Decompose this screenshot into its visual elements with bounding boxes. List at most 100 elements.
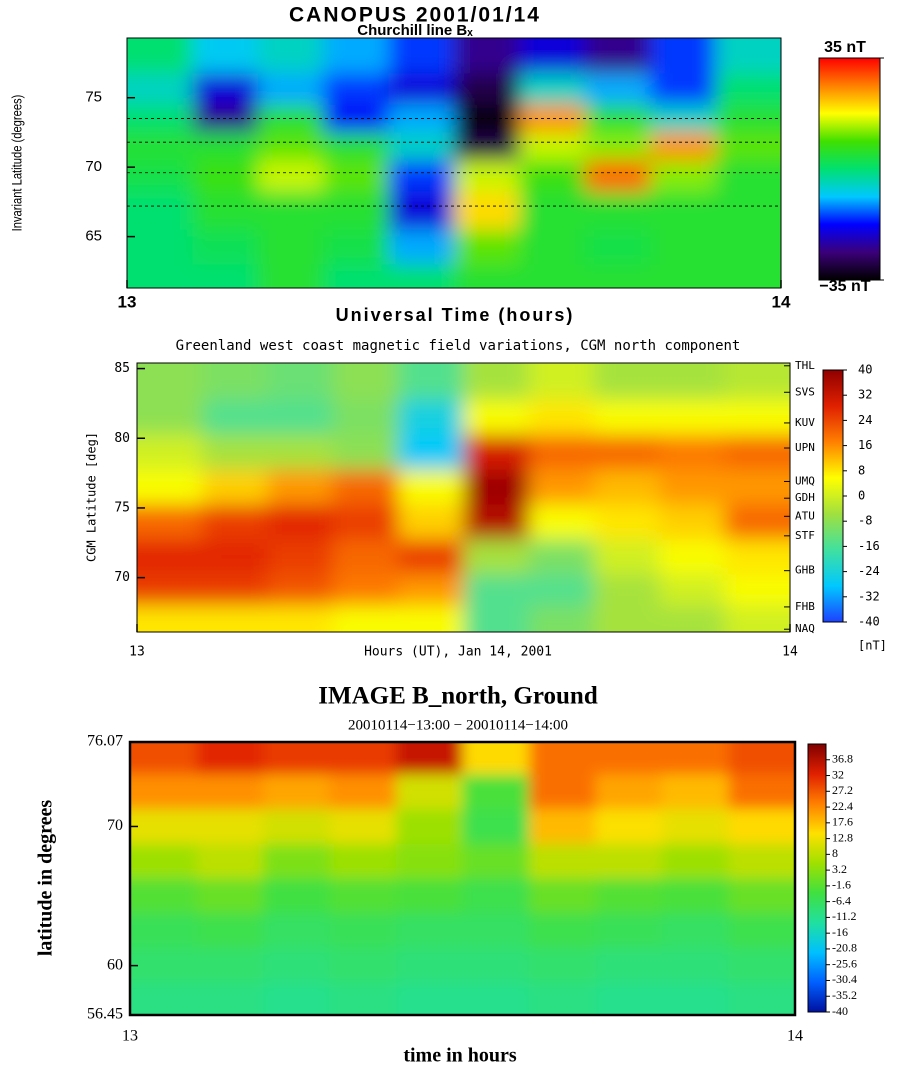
heatmap-cell — [463, 469, 530, 505]
colorbar-tick-label: -40 — [858, 615, 880, 629]
heatmap-cell — [323, 132, 390, 161]
colorbar — [822, 369, 844, 623]
heatmap-cell — [263, 982, 330, 1015]
y2-tick-label: STF — [795, 529, 815, 542]
colorbar-tick-label: −35 nT — [819, 278, 870, 295]
heatmap-cell — [454, 160, 520, 192]
heatmap-clip — [127, 38, 781, 288]
heatmap-cell — [650, 191, 717, 231]
y-tick-label: 75 — [85, 89, 102, 106]
heatmap-cell — [463, 399, 530, 436]
heatmap-cell — [662, 982, 729, 1015]
heatmap-cell — [388, 191, 455, 231]
heatmap-cell — [130, 982, 197, 1015]
heatmap-cell — [329, 809, 397, 845]
heatmap-cell — [388, 38, 455, 74]
panel: IMAGE B_north, Ground 20010114−13:00 − 20… — [35, 683, 857, 1067]
heatmap-cell — [659, 399, 726, 436]
y2-tick-label: SVS — [795, 385, 815, 398]
y2-tick-label: GHB — [795, 564, 815, 577]
heatmap-cell — [595, 948, 663, 984]
y-tick-label: 56.45 — [87, 1006, 123, 1023]
heatmap-cell — [595, 774, 663, 810]
heatmap-cell — [388, 73, 455, 106]
heatmap-cell — [263, 742, 330, 775]
heatmap-cell — [257, 160, 324, 192]
colorbar-tick-label: 3.2 — [832, 862, 847, 876]
heatmap-cell — [263, 878, 330, 914]
heatmap-cell — [728, 913, 795, 949]
heatmap-cell — [267, 363, 334, 401]
heatmap-cell — [388, 160, 455, 192]
heatmap-cell — [137, 469, 203, 505]
heatmap-cell — [127, 229, 193, 265]
heatmap-cell — [332, 539, 399, 575]
x-tick-label: 13 — [122, 1028, 138, 1045]
heatmap-cell — [724, 504, 790, 540]
y2-tick-label: ATU — [795, 509, 815, 522]
heatmap-cell — [332, 434, 399, 471]
heatmap-cell — [127, 132, 193, 161]
colorbar-tick-label: -35.2 — [832, 988, 857, 1002]
y2-tick-label: THL — [795, 359, 815, 372]
heatmap-cell — [728, 948, 795, 984]
heatmap-cell — [584, 104, 651, 133]
x-tick-label: 14 — [787, 1028, 803, 1045]
heatmap-cell — [595, 843, 663, 880]
colorbar-tick-label: 8 — [832, 846, 838, 860]
heatmap-cell — [519, 191, 586, 231]
heatmap-cell — [728, 982, 795, 1015]
y-axis-label: Invariant Latitude (degrees) — [10, 95, 25, 232]
heatmap-cell — [323, 191, 390, 231]
heatmap-cell — [196, 948, 264, 984]
heatmap-cell — [662, 809, 729, 845]
y-tick-label: 60 — [107, 956, 123, 973]
plot-frame — [126, 37, 782, 289]
heatmap-cell — [202, 574, 269, 607]
heatmap-cell — [650, 73, 717, 106]
heatmap-cell — [594, 574, 660, 607]
heatmap-cell — [192, 160, 259, 192]
heatmap-cell — [398, 574, 464, 607]
colorbar-tick-label: -20.8 — [832, 941, 857, 955]
heatmap-cell — [396, 948, 463, 984]
heatmap-cell — [192, 73, 259, 106]
heatmap-cell — [192, 264, 259, 288]
colorbar-tick-label: 0 — [858, 489, 865, 503]
y2-tick-label: FHB — [795, 600, 815, 613]
colorbar-tick-label: 16 — [858, 438, 872, 452]
heatmap-cell — [130, 742, 197, 775]
heatmap-cell — [662, 913, 729, 949]
heatmap-cell — [519, 132, 586, 161]
heatmap-clip — [130, 742, 795, 1015]
colorbar-tick-label: -25.6 — [832, 956, 857, 970]
colorbar-tick-label: 12.8 — [832, 830, 853, 844]
heatmap-cell — [584, 38, 651, 74]
heatmap-cell — [267, 605, 334, 632]
y-tick-label: 65 — [85, 228, 102, 245]
heatmap-cell — [332, 605, 399, 632]
y-tick-label: 70 — [114, 570, 130, 585]
heatmap-cell — [594, 605, 660, 632]
heatmap-cell — [192, 132, 259, 161]
heatmap-cell — [398, 469, 464, 505]
heatmap-cell — [130, 948, 197, 984]
heatmap-cell — [463, 504, 530, 540]
heatmap-cell — [594, 504, 660, 540]
heatmap-cell — [137, 399, 203, 436]
heatmap-cell — [202, 504, 269, 540]
heatmap-cell — [715, 229, 781, 265]
y-tick-label: 76.07 — [87, 733, 123, 750]
heatmap-cell — [724, 605, 790, 632]
heatmap-cell — [662, 948, 729, 984]
heatmap-cell — [528, 504, 595, 540]
heatmap-cell — [388, 229, 455, 265]
chart-title: IMAGE B_north, Ground — [318, 683, 598, 710]
heatmap-cell — [329, 843, 397, 880]
colorbar-tick-label: -11.2 — [832, 909, 857, 923]
heatmap-cell — [462, 809, 530, 845]
x-axis-label: Hours (UT), Jan 14, 2001 — [364, 645, 552, 660]
heatmap-cell — [463, 434, 530, 471]
